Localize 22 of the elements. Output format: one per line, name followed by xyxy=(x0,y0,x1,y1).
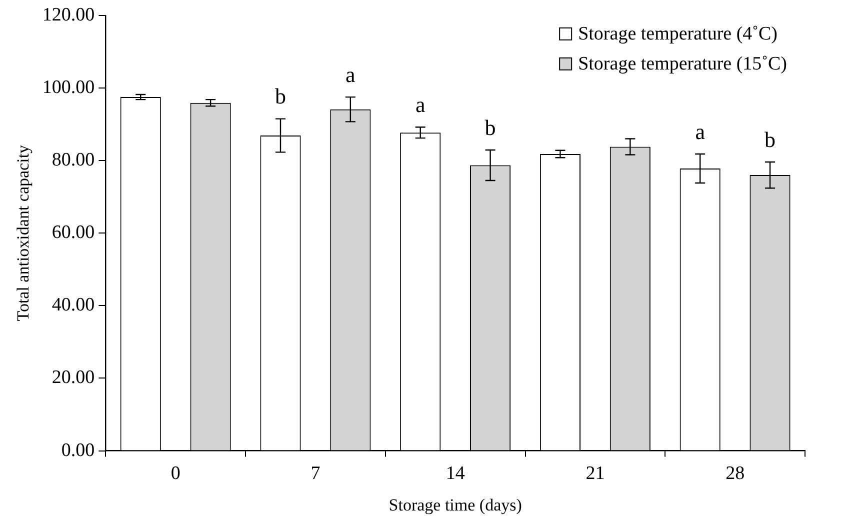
y-tick-label: 40.00 xyxy=(52,294,95,316)
annotation: a xyxy=(695,118,706,144)
x-tick-label: 21 xyxy=(586,463,605,484)
annotation: b xyxy=(764,126,776,152)
annotation: a xyxy=(415,92,426,117)
x-tick-label: 28 xyxy=(726,463,745,484)
x-tick-label: 7 xyxy=(310,463,320,484)
y-tick-label: 20.00 xyxy=(52,367,95,388)
x-axis-title: Storage time (days) xyxy=(388,495,522,514)
annotation: a xyxy=(346,62,356,87)
annotation: b xyxy=(484,114,496,140)
y-tick-label: 100.00 xyxy=(42,76,95,98)
y-tick-label: 0.00 xyxy=(61,440,95,461)
annotation: b xyxy=(274,84,286,109)
legend-label: Storage temperature (4˚C) xyxy=(578,23,778,44)
y-tick-label: 60.00 xyxy=(52,222,95,244)
x-tick-label: 14 xyxy=(446,463,466,484)
y-tick-label: 80.00 xyxy=(52,150,95,171)
y-tick-label: 120.00 xyxy=(42,4,95,26)
x-tick-label: 0 xyxy=(170,463,180,484)
y-axis-title: Total antioxidant capacity xyxy=(14,144,33,322)
legend-label: Storage temperature (15˚C) xyxy=(578,53,788,74)
